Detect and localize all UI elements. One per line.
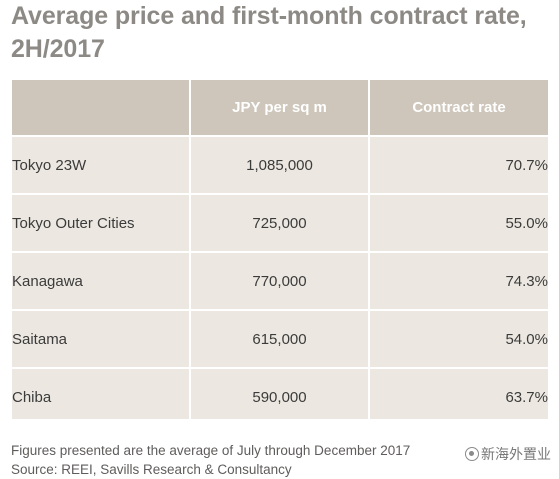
header-rate: Contract rate <box>368 80 548 135</box>
table-row: Kanagawa 770,000 74.3% <box>12 251 548 309</box>
cell-region: Saitama <box>12 309 189 367</box>
cell-region: Chiba <box>12 367 189 425</box>
footnote: Figures presented are the average of Jul… <box>11 441 551 479</box>
table-row: Tokyo Outer Cities 725,000 55.0% <box>12 193 548 251</box>
watermark-text: 新海外置业 <box>481 446 551 462</box>
cell-rate: 74.3% <box>368 251 548 309</box>
table-header: JPY per sq m Contract rate <box>12 80 548 135</box>
header-price: JPY per sq m <box>189 80 368 135</box>
footnote-source: Source: REEI, Savills Research & Consult… <box>11 462 292 477</box>
cell-region: Kanagawa <box>12 251 189 309</box>
table-row: Tokyo 23W 1,085,000 70.7% <box>12 135 548 193</box>
header-row: JPY per sq m Contract rate <box>12 80 548 135</box>
cell-region: Tokyo 23W <box>12 135 189 193</box>
cell-price: 590,000 <box>189 367 368 425</box>
cell-rate: 63.7% <box>368 367 548 425</box>
cell-price: 1,085,000 <box>189 135 368 193</box>
data-table-container: JPY per sq m Contract rate Tokyo 23W 1,0… <box>12 80 548 425</box>
cell-price: 725,000 <box>189 193 368 251</box>
cell-rate: 70.7% <box>368 135 548 193</box>
footnote-note: Figures presented are the average of Jul… <box>11 443 411 458</box>
data-table: JPY per sq m Contract rate Tokyo 23W 1,0… <box>12 80 548 425</box>
cell-price: 770,000 <box>189 251 368 309</box>
cell-region: Tokyo Outer Cities <box>12 193 189 251</box>
watermark: 新海外置业 <box>463 444 553 464</box>
cell-price: 615,000 <box>189 309 368 367</box>
table-body: Tokyo 23W 1,085,000 70.7% Tokyo Outer Ci… <box>12 135 548 425</box>
table-row: Saitama 615,000 54.0% <box>12 309 548 367</box>
cell-rate: 54.0% <box>368 309 548 367</box>
wechat-logo-icon <box>465 447 479 461</box>
header-region <box>12 80 189 135</box>
cell-rate: 55.0% <box>368 193 548 251</box>
table-row: Chiba 590,000 63.7% <box>12 367 548 425</box>
chart-title: Average price and first-month contract r… <box>11 2 527 63</box>
